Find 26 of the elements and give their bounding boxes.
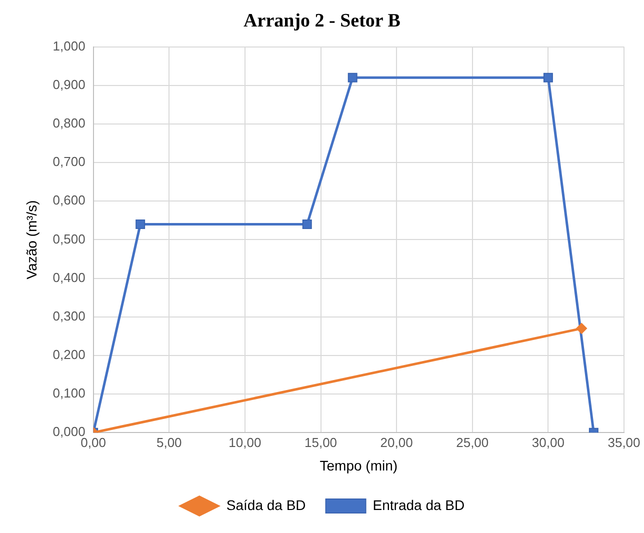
legend-label: Entrada da BD <box>372 496 465 513</box>
legend-label: Saída da BD <box>226 496 306 513</box>
y-tick-label: 0,900 <box>52 76 86 92</box>
chart-title: Arranjo 2 - Setor B <box>244 10 401 32</box>
y-tick-label: 0,400 <box>52 270 86 285</box>
x-tick-label: 25,00 <box>456 434 489 450</box>
x-tick-label: 20,00 <box>380 434 413 450</box>
point <box>136 220 146 230</box>
x-tick-label: 35,00 <box>608 434 640 450</box>
x-tick-label: 5,00 <box>156 434 182 450</box>
x-axis-title: Tempo (min) <box>320 457 398 474</box>
point <box>302 220 312 230</box>
x-tick-label: 30,00 <box>532 434 564 450</box>
y-tick-label: 0,500 <box>52 231 86 246</box>
y-axis-title: Vazão (m³/s) <box>23 200 40 280</box>
y-tick-label: 1,000 <box>52 38 86 54</box>
x-tick-label: 15,00 <box>304 434 338 450</box>
y-tick-label: 0,200 <box>52 347 86 362</box>
x-tick-label: 10,00 <box>228 434 262 450</box>
y-tick-label: 0,700 <box>52 154 86 170</box>
point <box>543 72 553 82</box>
point <box>348 72 358 82</box>
y-tick-label: 0,100 <box>52 386 86 401</box>
y-tick-label: 0,800 <box>52 116 86 131</box>
y-tick-label: 0,600 <box>52 192 86 208</box>
y-tick-label: 0,300 <box>52 308 86 324</box>
